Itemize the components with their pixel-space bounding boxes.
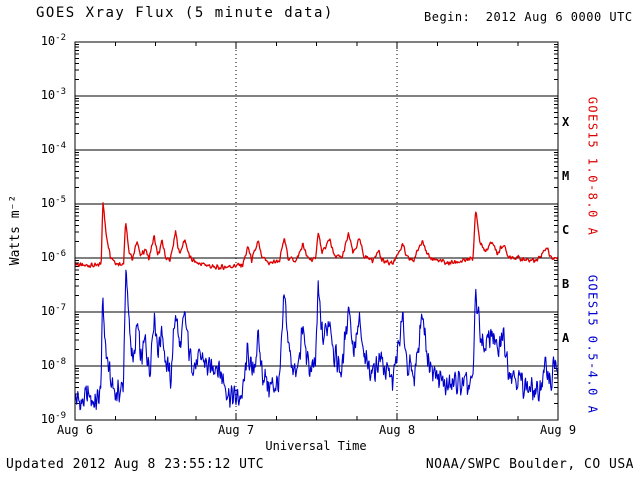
x-tick-label: Aug 6 [56, 423, 94, 437]
y-tick-label: 10-8 [40, 357, 66, 372]
y-tick-label: 10-6 [40, 249, 66, 264]
y-tick-label: 10-7 [40, 303, 66, 318]
plot-border [74, 41, 559, 421]
xray-long-flux-line [74, 202, 559, 271]
y-axis-title: Watts m⁻² [8, 194, 23, 266]
flare-class-letter-c: C [562, 223, 570, 237]
xray-short-flux-line [74, 269, 559, 411]
flare-class-letter-b: B [562, 277, 570, 291]
series-label-long-channel: GOES15 1.0-8.0 A [585, 96, 600, 237]
y-tick-label: 10-9 [40, 411, 66, 426]
chart-title: GOES Xray Flux (5 minute data) [36, 5, 334, 21]
flare-class-letter-m: M [562, 169, 570, 183]
x-tick-label: Aug 9 [539, 423, 577, 437]
y-tick-label: 10-4 [40, 141, 66, 156]
credit-label: NOAA/SWPC Boulder, CO USA [425, 457, 634, 472]
begin-time-label: Begin: 2012 Aug 6 0000 UTC [424, 10, 633, 24]
flare-class-letter-x: X [562, 115, 570, 129]
updated-timestamp: Updated 2012 Aug 8 23:55:12 UTC [6, 457, 265, 472]
y-tick-label: 10-3 [40, 87, 66, 102]
x-tick-label: Aug 7 [217, 423, 255, 437]
y-tick-label: 10-5 [40, 195, 66, 210]
y-tick-label: 10-2 [40, 33, 66, 48]
series-label-short-channel: GOES15 0.5-4.0 A [585, 274, 600, 415]
flare-class-letter-a: A [562, 331, 570, 345]
x-axis-title: Universal Time [265, 439, 367, 453]
x-tick-label: Aug 8 [378, 423, 416, 437]
